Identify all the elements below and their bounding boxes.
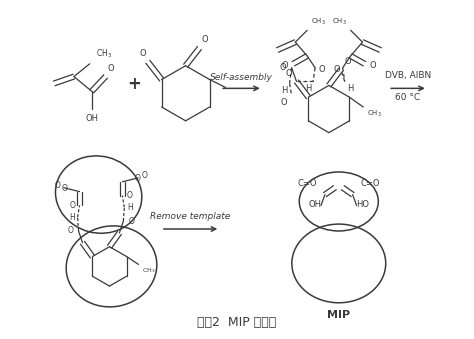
Text: O: O [318,65,325,74]
Text: O: O [286,68,292,78]
Text: H: H [69,213,74,222]
Text: O: O [68,226,73,236]
Text: O: O [55,181,61,190]
Text: O: O [201,35,208,44]
Text: O: O [333,65,340,74]
Text: O: O [62,184,68,193]
Text: 60 °C: 60 °C [395,93,420,102]
Text: C=O: C=O [298,179,317,188]
Text: DVB, AIBN: DVB, AIBN [385,72,431,80]
Text: O: O [345,57,351,66]
Text: O: O [139,49,146,58]
Text: HO: HO [356,200,370,209]
Text: CH$_3$: CH$_3$ [143,266,156,275]
Text: Self-assembly: Self-assembly [210,74,273,82]
Text: O: O [141,172,147,180]
Text: CH$_3$: CH$_3$ [96,47,112,60]
Text: C=O: C=O [361,179,380,188]
Text: H: H [305,84,311,94]
Text: O: O [128,217,134,226]
Text: CH$_3$: CH$_3$ [367,109,382,119]
Text: OH: OH [85,114,98,123]
Text: H: H [346,84,353,94]
Text: OH: OH [308,200,321,209]
Text: CH$_3$: CH$_3$ [311,17,326,27]
Text: O: O [70,201,75,210]
Text: O: O [369,61,376,70]
Text: MIP: MIP [327,310,350,320]
Text: H: H [128,203,133,212]
Text: CH$_3$: CH$_3$ [332,17,346,27]
Text: 图式2  MIP 的制备: 图式2 MIP 的制备 [197,316,277,329]
Text: O: O [126,191,132,200]
Text: H: H [281,86,288,95]
Text: O: O [282,61,288,70]
Text: +: + [128,75,141,94]
Text: O: O [281,98,288,107]
Text: O: O [279,63,286,72]
Text: O: O [134,174,140,183]
Text: O: O [108,64,114,73]
Text: Remove template: Remove template [150,212,231,221]
